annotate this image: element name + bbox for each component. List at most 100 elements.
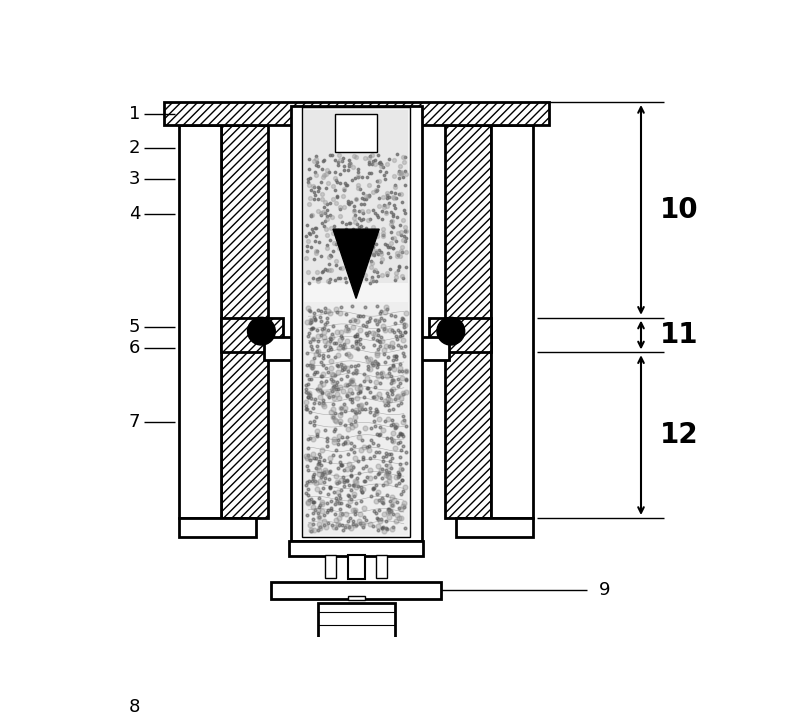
Point — [380, 523, 393, 534]
Point — [309, 223, 322, 234]
Point — [329, 274, 342, 285]
Point — [386, 216, 398, 227]
Point — [306, 273, 319, 284]
Point — [385, 432, 398, 443]
Point — [371, 185, 384, 196]
Point — [370, 488, 383, 500]
Point — [301, 476, 314, 488]
Point — [304, 305, 317, 316]
Point — [325, 362, 338, 374]
Point — [363, 315, 376, 326]
Point — [346, 479, 359, 490]
Point — [340, 379, 353, 391]
Point — [371, 324, 384, 335]
Point — [388, 154, 401, 165]
Point — [362, 364, 374, 375]
Point — [387, 233, 400, 244]
Point — [382, 247, 394, 258]
Point — [302, 496, 314, 508]
Point — [326, 329, 338, 340]
Point — [341, 436, 354, 448]
Point — [318, 216, 331, 227]
Point — [399, 319, 412, 330]
Point — [341, 180, 354, 191]
Point — [336, 340, 349, 352]
Point — [308, 181, 321, 193]
Bar — [348, 596, 365, 600]
Point — [311, 425, 324, 437]
Point — [333, 513, 346, 524]
Point — [380, 489, 393, 500]
Point — [391, 496, 404, 508]
Point — [373, 192, 386, 203]
Bar — [348, 555, 365, 579]
Point — [307, 496, 320, 508]
Point — [324, 234, 337, 246]
Point — [397, 172, 410, 183]
Point — [334, 484, 347, 495]
Point — [360, 223, 373, 234]
Point — [375, 464, 388, 475]
Point — [350, 315, 363, 326]
Point — [398, 414, 410, 425]
Point — [338, 339, 350, 350]
Point — [382, 466, 395, 478]
Point — [334, 168, 347, 180]
Point — [347, 490, 360, 501]
Point — [376, 452, 389, 463]
Point — [347, 150, 360, 162]
Point — [306, 356, 318, 367]
Point — [370, 246, 382, 258]
Point — [326, 377, 339, 388]
Point — [387, 435, 400, 447]
Point — [370, 228, 383, 239]
Point — [370, 392, 382, 403]
Point — [314, 311, 326, 322]
Point — [373, 335, 386, 347]
Point — [342, 227, 355, 238]
Point — [348, 446, 361, 458]
Point — [380, 467, 393, 478]
Point — [305, 361, 318, 372]
Point — [302, 198, 315, 209]
Point — [371, 150, 384, 161]
Point — [322, 276, 334, 287]
Point — [390, 192, 402, 203]
Point — [342, 324, 354, 336]
Point — [370, 275, 382, 286]
Point — [344, 316, 357, 327]
Point — [316, 496, 329, 508]
Point — [322, 305, 335, 316]
Point — [321, 506, 334, 518]
Point — [324, 481, 337, 493]
Point — [338, 398, 350, 410]
Point — [331, 360, 344, 372]
Point — [382, 511, 395, 523]
Point — [317, 468, 330, 480]
Point — [383, 362, 396, 374]
Circle shape — [247, 317, 275, 345]
Point — [345, 470, 358, 482]
Point — [380, 387, 393, 399]
Point — [320, 213, 333, 225]
Point — [330, 514, 342, 526]
Point — [394, 428, 406, 440]
Point — [310, 266, 323, 278]
Point — [397, 500, 410, 512]
Bar — [290, 106, 422, 541]
Point — [314, 369, 327, 381]
Point — [324, 264, 337, 276]
Point — [349, 420, 362, 431]
Point — [384, 186, 397, 198]
Point — [330, 492, 342, 503]
Point — [300, 241, 313, 252]
Point — [302, 302, 314, 314]
Point — [321, 204, 334, 216]
Point — [379, 173, 392, 185]
Point — [310, 453, 322, 464]
Point — [370, 334, 383, 346]
Point — [324, 332, 337, 344]
Point — [359, 252, 372, 263]
Bar — [222, 125, 267, 518]
Point — [319, 375, 332, 387]
